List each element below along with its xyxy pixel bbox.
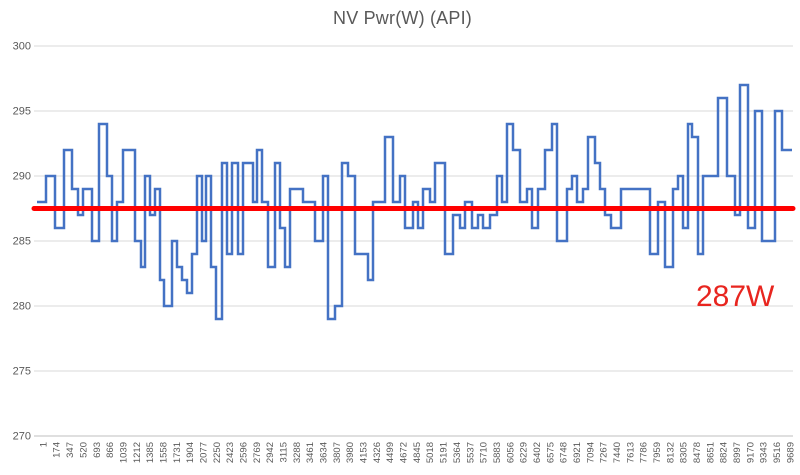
x-tick-label: 3980	[345, 442, 356, 463]
x-tick-label: 2423	[225, 442, 236, 463]
x-tick-label: 7267	[599, 442, 610, 463]
x-tick-label: 7786	[639, 442, 650, 463]
x-tick-label: 8997	[732, 442, 743, 463]
x-tick-label: 347	[65, 442, 76, 458]
x-tick-label: 8651	[705, 442, 716, 463]
x-tick-label: 1212	[132, 442, 143, 463]
x-tick-label: 7094	[585, 442, 596, 463]
x-tick-label: 3288	[292, 442, 303, 463]
x-tick-label: 7959	[652, 442, 663, 463]
x-tick-label: 8478	[692, 442, 703, 463]
x-tick-label: 4326	[372, 442, 383, 463]
x-tick-label: 6575	[545, 442, 556, 463]
y-tick-label: 300	[13, 41, 31, 53]
x-tick-label: 2596	[239, 442, 250, 463]
x-tick-label: 6921	[572, 442, 583, 463]
x-tick-label: 3115	[279, 442, 290, 462]
x-tick-label: 8132	[665, 442, 676, 463]
x-tick-label: 7613	[625, 442, 636, 463]
x-tick-label: 5883	[492, 442, 503, 463]
x-tick-label: 174	[52, 442, 63, 458]
x-tick-label: 1039	[118, 442, 129, 463]
x-tick-label: 6056	[505, 442, 516, 463]
y-tick-label: 290	[13, 171, 31, 183]
chart-title: NV Pwr(W) (API)	[333, 8, 472, 28]
x-tick-label: 8824	[719, 442, 730, 463]
x-tick-label: 5018	[425, 442, 436, 463]
x-tick-label: 1385	[145, 442, 156, 463]
x-tick-label: 866	[105, 442, 116, 458]
x-tick-label: 5710	[479, 442, 490, 463]
x-tick-label: 5537	[465, 442, 476, 463]
x-tick-label: 3634	[319, 442, 330, 463]
power-series-line	[37, 83, 792, 321]
x-tick-label: 2942	[265, 442, 276, 463]
x-tick-label: 7440	[612, 442, 623, 463]
x-tick-label: 693	[92, 442, 103, 458]
x-tick-label: 2250	[212, 442, 223, 463]
x-tick-label: 3461	[305, 442, 316, 463]
x-tick-label: 1	[38, 442, 49, 447]
x-tick-label: 9170	[745, 442, 756, 463]
x-tick-label: 5191	[439, 442, 450, 463]
y-tick-label: 295	[13, 106, 31, 118]
x-tick-label: 1558	[159, 442, 170, 463]
x-tick-label: 4672	[399, 442, 410, 463]
gridlines	[34, 45, 793, 437]
x-tick-label: 9343	[759, 442, 770, 463]
x-tick-label: 6402	[532, 442, 543, 463]
y-tick-label: 280	[13, 301, 31, 313]
x-tick-label: 1904	[185, 442, 196, 463]
y-tick-label: 285	[13, 236, 31, 248]
x-tick-label: 8305	[679, 442, 690, 463]
x-tick-label: 3807	[332, 442, 343, 463]
y-axis-labels: 300 295 290 285 280 275 270	[13, 41, 31, 443]
y-tick-label: 270	[13, 431, 31, 443]
x-tick-label: 4845	[412, 442, 423, 463]
x-axis-labels: 1 174 347 520 693 866 1039 1212 1385 1558 1731 1904…	[38, 442, 796, 463]
x-tick-label: 5364	[452, 442, 463, 463]
x-tick-label: 9516	[772, 442, 783, 463]
x-tick-label: 520	[78, 442, 89, 458]
y-tick-label: 275	[13, 366, 31, 378]
x-tick-label: 1731	[172, 442, 183, 463]
x-tick-label: 2769	[252, 442, 263, 463]
x-tick-label: 9689	[785, 442, 796, 463]
x-tick-label: 6748	[559, 442, 570, 463]
x-tick-label: 4153	[359, 442, 370, 463]
x-tick-label: 2077	[199, 442, 210, 463]
x-tick-label: 6229	[519, 442, 530, 463]
average-annotation: 287W	[696, 280, 775, 313]
x-tick-label: 4499	[385, 442, 396, 463]
